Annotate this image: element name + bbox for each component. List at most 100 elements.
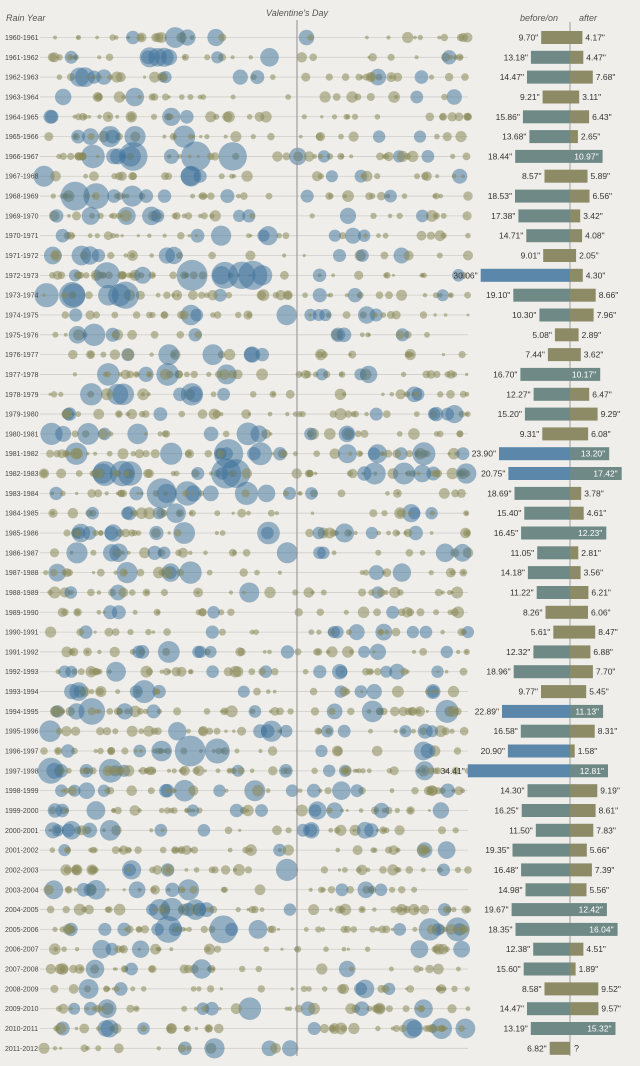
rain-bubble (447, 609, 454, 616)
rain-bubble (365, 71, 377, 83)
rain-bubble (111, 846, 120, 854)
rain-bubble (169, 271, 177, 280)
rain-bubble (386, 311, 395, 319)
rain-bubble (403, 250, 414, 261)
rain-bubble (437, 841, 456, 859)
rain-bubble (382, 232, 389, 239)
rain-bubble (456, 430, 464, 438)
before-value: 11.05" (511, 548, 535, 558)
rain-bubble (43, 570, 49, 576)
rain-bubble (63, 332, 68, 337)
rain-bubble (224, 788, 229, 793)
rain-bubble (248, 668, 256, 676)
rain-bubble (401, 607, 413, 618)
rain-bubble (451, 985, 458, 993)
before-bar (545, 605, 570, 619)
rain-bubble (360, 173, 366, 179)
rain-bubble (169, 947, 174, 952)
rain-bubble (400, 371, 407, 378)
rain-bubble (205, 111, 217, 123)
rain-bubble (432, 802, 450, 819)
rain-bubble (451, 173, 457, 179)
rain-bubble (408, 511, 412, 516)
rain-bubble (127, 423, 148, 445)
rain-bubble (190, 986, 197, 992)
rain-bubble (50, 193, 56, 199)
before-value: 11.50" (509, 825, 533, 835)
rain-bubble (437, 1024, 445, 1033)
rain-bubble (50, 391, 58, 398)
rain-bubble (367, 333, 371, 337)
rain-bubble (465, 1006, 471, 1012)
rain-bubble (289, 147, 307, 166)
rain-bubble (451, 766, 460, 775)
rain-bubble (131, 509, 139, 517)
before-value: 5.61" (531, 627, 551, 637)
rain-bubble (441, 727, 450, 736)
rain-bubble (444, 72, 454, 82)
rain-bubble (268, 709, 273, 714)
rain-bubble (160, 368, 171, 380)
rain-bubble (287, 1006, 293, 1011)
rain-bubble (392, 685, 404, 698)
rain-bubble (450, 153, 456, 159)
rain-bubble (355, 979, 375, 999)
rain-bubble (447, 705, 459, 718)
rain-bubble (398, 886, 406, 894)
rain-bubble (230, 55, 235, 60)
rain-bubble (376, 152, 384, 161)
rain-bubble (358, 306, 376, 324)
rain-bubble (335, 847, 341, 853)
year-label: 2002-2003 (5, 867, 39, 874)
after-bar (570, 486, 582, 500)
rain-bubble (364, 946, 371, 952)
rain-bubble (94, 233, 100, 239)
rain-bubble (191, 491, 195, 495)
rain-bubble (338, 960, 356, 978)
after-bar (570, 268, 583, 282)
rain-bubble (277, 570, 282, 575)
after-value: 15.32" (587, 1024, 611, 1034)
rain-bubble (387, 53, 395, 61)
rain-bubble (235, 647, 245, 657)
after-value: 5.45" (589, 687, 609, 697)
rain-bubble (155, 916, 182, 943)
rain-bubble (386, 605, 399, 619)
before-bar (520, 724, 570, 738)
after-bar (570, 843, 587, 857)
rain-bubble (425, 689, 431, 695)
rain-bubble (314, 471, 318, 476)
rain-bubble (283, 490, 289, 497)
rain-bubble (451, 489, 460, 498)
rain-bubble (320, 887, 326, 893)
rain-bubble (224, 729, 228, 733)
after-value: 7.68" (596, 72, 616, 82)
rain-bubble (149, 71, 161, 83)
rain-bubble (62, 905, 70, 914)
rain-bubble (180, 166, 200, 186)
rain-bubble (159, 669, 164, 674)
year-label: 2000-2001 (5, 828, 39, 835)
rain-bubble (319, 1023, 329, 1034)
rain-bubble (72, 114, 77, 119)
rain-bubble (123, 253, 128, 258)
after-value: 5.66" (590, 845, 610, 855)
rain-bubble (181, 1005, 188, 1012)
rain-bubble (127, 629, 134, 636)
rain-bubble (369, 643, 386, 661)
after-value: 4.51" (586, 944, 606, 954)
rain-bubble (317, 546, 330, 560)
rain-bubble (335, 824, 347, 836)
after-bar (570, 784, 598, 798)
rain-bubble (459, 726, 469, 736)
before-bar (521, 804, 570, 817)
rain-bubble (425, 112, 435, 122)
rain-bubble (61, 646, 73, 658)
rain-bubble (428, 570, 434, 576)
rain-bubble (134, 266, 152, 284)
rain-bubble (102, 727, 112, 736)
rain-bubble (465, 650, 469, 654)
rain-bubble (245, 250, 256, 261)
rain-bubble (285, 784, 299, 797)
rain-bubble (179, 561, 202, 584)
